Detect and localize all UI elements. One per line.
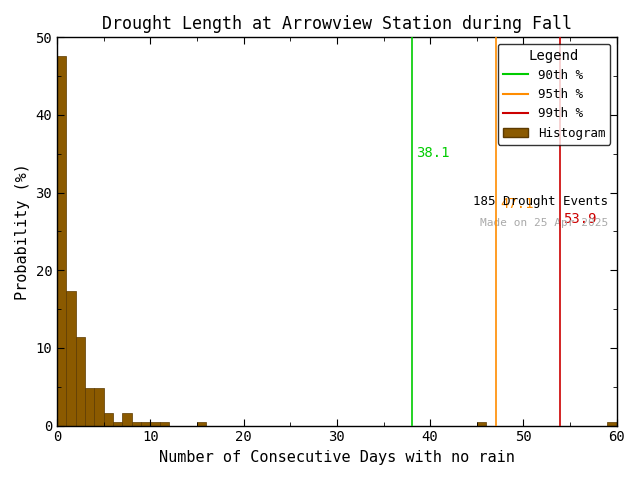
Text: 47.1: 47.1 (500, 196, 534, 211)
Bar (57, 56, 67, 426)
Title: Drought Length at Arrowview Station during Fall: Drought Length at Arrowview Station duri… (102, 15, 572, 33)
Bar (122, 413, 132, 426)
X-axis label: Number of Consecutive Days with no rain: Number of Consecutive Days with no rain (159, 450, 515, 465)
Bar (607, 422, 616, 426)
Text: 38.1: 38.1 (416, 146, 450, 160)
Text: 53.9: 53.9 (563, 212, 597, 226)
Bar (85, 387, 95, 426)
Bar (160, 422, 169, 426)
Bar (113, 422, 122, 426)
Bar (197, 422, 206, 426)
Legend: 90th %, 95th %, 99th %, Histogram: 90th %, 95th %, 99th %, Histogram (498, 44, 611, 144)
Bar (141, 422, 150, 426)
Bar (95, 387, 104, 426)
Y-axis label: Probability (%): Probability (%) (15, 163, 30, 300)
Bar (477, 422, 486, 426)
Text: Made on 25 Apr 2025: Made on 25 Apr 2025 (480, 218, 608, 228)
Bar (132, 422, 141, 426)
Bar (76, 337, 85, 426)
Bar (67, 291, 76, 426)
Text: 185 Drought Events: 185 Drought Events (473, 194, 608, 207)
Bar (150, 422, 160, 426)
Bar (104, 413, 113, 426)
